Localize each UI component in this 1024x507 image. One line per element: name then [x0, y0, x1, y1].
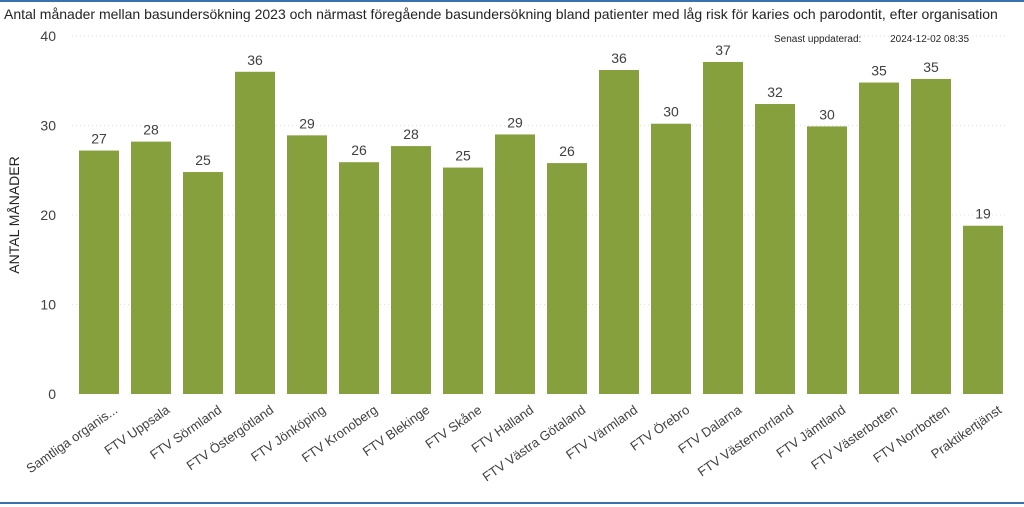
report-bottom-border: [0, 502, 1024, 504]
bar: [443, 167, 483, 394]
data-label: 35: [871, 63, 887, 79]
data-label: 29: [507, 114, 523, 130]
y-tick-label: 0: [48, 386, 56, 402]
y-axis-label: ANTAL MÅNADER: [6, 156, 22, 273]
bar: [547, 163, 587, 394]
data-label: 37: [715, 42, 731, 58]
data-label: 30: [663, 104, 679, 120]
bar: [651, 123, 691, 395]
y-tick-label: 10: [40, 297, 56, 313]
data-label: 29: [299, 115, 315, 131]
data-label: 19: [975, 206, 991, 222]
report-top-border: [0, 0, 1024, 2]
data-label: 32: [767, 84, 783, 100]
chart-title: Antal månader mellan basundersökning 202…: [4, 6, 998, 22]
bar: [859, 82, 899, 394]
x-tick-label: FTV Västerbotten: [808, 402, 900, 473]
data-label: 26: [559, 143, 575, 159]
bar: [599, 70, 639, 394]
data-label: 27: [91, 131, 107, 147]
last-updated: Senast uppdaterad: 2024-12-02 08:35: [774, 34, 969, 45]
bar: [79, 150, 119, 394]
bar: [287, 135, 327, 394]
bar: [391, 146, 431, 394]
bar: [339, 162, 379, 394]
bar: [183, 172, 223, 394]
bar: [963, 225, 1003, 394]
data-label: 28: [143, 122, 159, 138]
data-label: 26: [351, 142, 367, 158]
data-label: 36: [247, 52, 263, 68]
x-tick-label: Samtliga organis...: [23, 402, 120, 476]
bar: [131, 141, 171, 394]
last-updated-label: Senast uppdaterad:: [774, 34, 862, 45]
data-label: 25: [195, 152, 211, 168]
y-tick-label: 20: [40, 207, 56, 223]
bar: [703, 61, 743, 395]
bar: [495, 134, 535, 394]
x-tick-label: FTV Östergötland: [184, 402, 277, 473]
data-label: 36: [611, 50, 627, 66]
bar: [235, 71, 275, 395]
bar: [807, 126, 847, 395]
y-tick-label: 30: [40, 118, 56, 134]
data-label: 28: [403, 126, 419, 142]
x-tick-label: FTV Västernorrland: [695, 402, 797, 479]
data-label: 35: [923, 59, 939, 75]
last-updated-value: 2024-12-02 08:35: [890, 34, 970, 45]
y-tick-label: 40: [40, 28, 56, 44]
bar: [755, 104, 795, 395]
bar: [911, 78, 951, 395]
data-label: 25: [455, 148, 471, 164]
data-label: 30: [819, 106, 835, 122]
